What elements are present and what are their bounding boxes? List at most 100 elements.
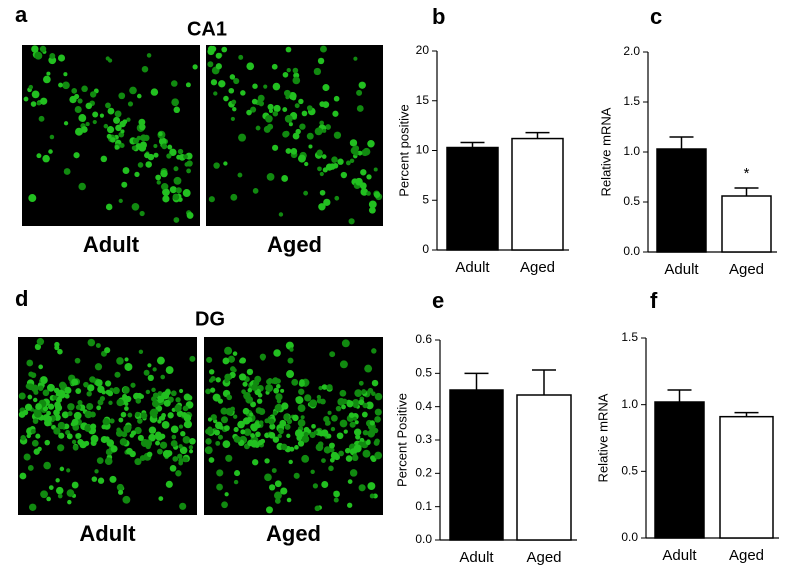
cell — [298, 380, 305, 387]
y-axis-label: Relative mRNA — [595, 393, 610, 482]
cell — [243, 428, 252, 436]
cell — [92, 111, 99, 118]
y-axis-label: Relative mRNA — [598, 107, 613, 196]
cell — [268, 108, 274, 114]
cell — [233, 427, 239, 433]
cell — [159, 433, 166, 440]
x-tick-label: Aged — [729, 547, 764, 564]
cell — [83, 381, 89, 388]
cell — [53, 387, 60, 394]
cell — [224, 492, 229, 497]
cell — [319, 101, 326, 107]
cell — [354, 420, 359, 425]
cell — [255, 431, 261, 438]
cell — [137, 93, 142, 99]
cell — [240, 429, 246, 435]
cell — [183, 393, 191, 401]
cell — [208, 457, 215, 463]
cell — [136, 392, 143, 400]
cell — [125, 447, 133, 455]
cell — [42, 389, 50, 397]
cell — [87, 338, 96, 347]
cell — [341, 339, 350, 348]
cell — [320, 45, 327, 53]
cell — [329, 457, 335, 463]
cell — [349, 139, 358, 147]
cell — [292, 67, 299, 74]
cell — [75, 388, 82, 394]
cell — [283, 413, 290, 421]
cell — [361, 389, 367, 394]
cell — [140, 412, 148, 420]
cell — [369, 493, 375, 499]
cell — [118, 198, 123, 203]
image-label: Adult — [83, 232, 140, 257]
cell — [207, 61, 214, 68]
cell — [321, 458, 326, 463]
cell — [329, 351, 336, 358]
cell — [250, 401, 257, 408]
cell — [277, 433, 282, 439]
cell — [280, 487, 288, 495]
cell — [269, 423, 276, 430]
cell — [63, 72, 68, 77]
cell — [95, 343, 101, 349]
cell — [228, 87, 235, 94]
cell — [374, 416, 381, 423]
panel-letter: d — [15, 286, 28, 311]
cell — [90, 439, 97, 446]
cell — [29, 503, 37, 511]
cell — [260, 356, 266, 361]
cell — [182, 436, 191, 444]
panel-letter: e — [432, 288, 444, 313]
cell — [105, 380, 112, 387]
cell — [178, 457, 184, 464]
cell — [134, 426, 142, 435]
cell — [330, 426, 336, 432]
cell — [43, 75, 51, 84]
cell — [131, 202, 140, 211]
cell — [163, 399, 171, 407]
y-tick-label: 20 — [416, 43, 430, 57]
cell — [139, 210, 145, 217]
cell — [276, 396, 282, 401]
cell — [169, 148, 177, 157]
cell — [33, 397, 38, 403]
cell — [23, 96, 29, 102]
cell — [328, 442, 335, 449]
cell — [344, 447, 351, 454]
cell — [169, 186, 177, 194]
cell — [251, 98, 258, 105]
cell — [208, 196, 215, 203]
cell — [152, 392, 159, 398]
cell — [124, 357, 129, 362]
cell — [311, 423, 316, 429]
cell — [218, 80, 226, 88]
cell — [170, 80, 178, 87]
cell — [313, 67, 322, 76]
cell — [229, 74, 236, 80]
cell — [286, 67, 291, 73]
cell — [73, 152, 80, 159]
y-tick-label: 0.5 — [621, 464, 638, 478]
panel-title: DG — [195, 308, 225, 330]
cell — [250, 423, 257, 431]
bar — [656, 148, 707, 253]
cell — [155, 174, 162, 181]
cell — [172, 456, 179, 462]
bar — [516, 394, 572, 541]
cell — [31, 45, 39, 53]
cell — [238, 54, 244, 60]
cell — [370, 455, 376, 461]
cell — [85, 122, 90, 127]
cell — [246, 62, 255, 71]
cell — [308, 144, 313, 149]
cell — [309, 400, 316, 407]
cell — [205, 428, 212, 435]
cell — [179, 388, 184, 394]
cell — [250, 106, 257, 113]
cell — [157, 419, 162, 424]
cell — [172, 193, 180, 201]
cell — [364, 364, 373, 373]
